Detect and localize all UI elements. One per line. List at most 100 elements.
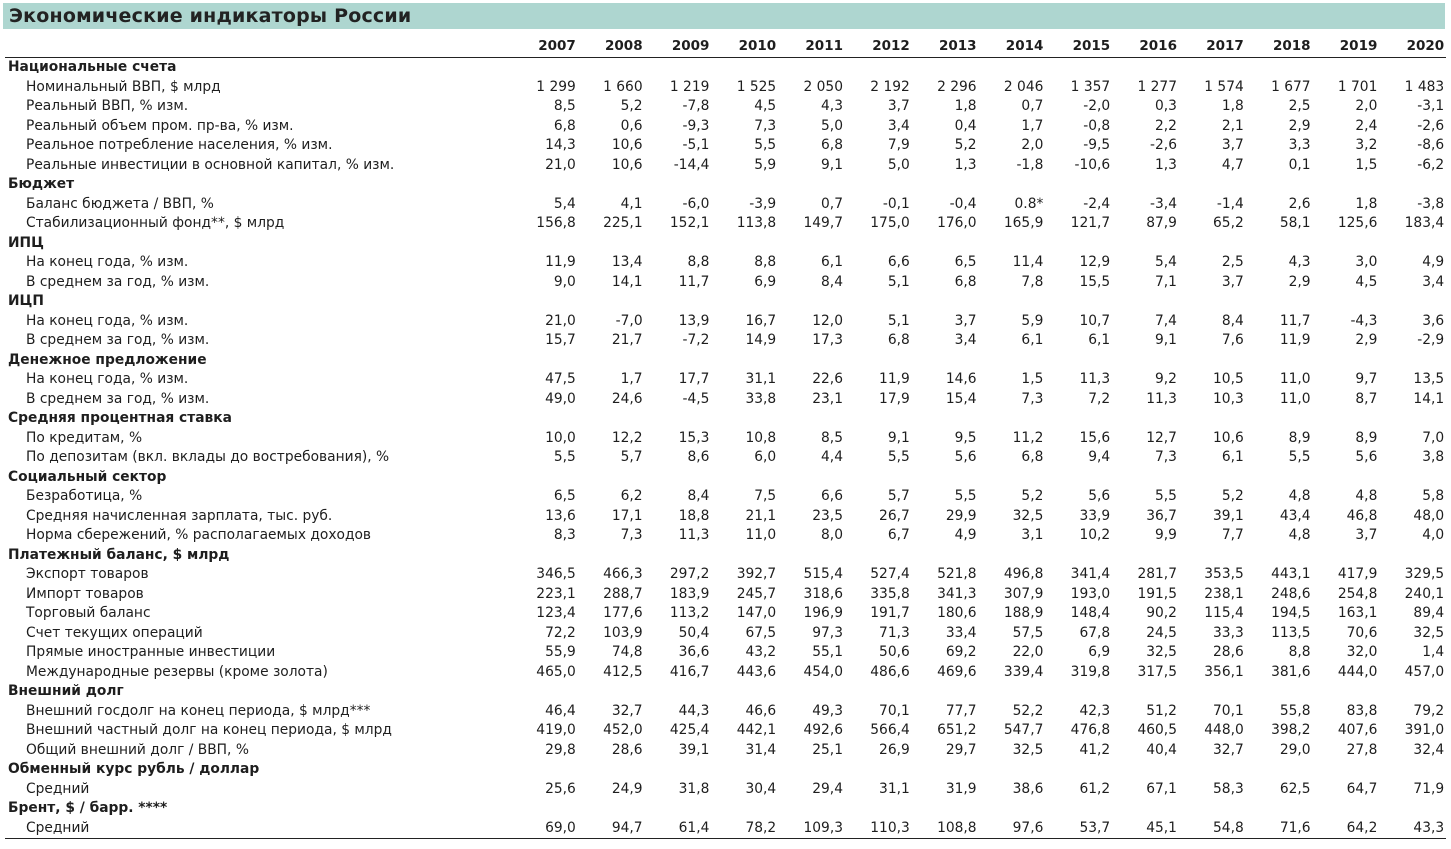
value-cell: 12,9 [1079,254,1111,270]
row-label: Счет текущих операций [26,624,203,641]
table-row: Общий внешний долг / ВВП, % 29,8 28,6 39,1 3… [5,741,1446,761]
value-cell: 32,5 [1413,624,1445,641]
table-row: Реальные инвестиции в основной капитал, … [5,156,1446,176]
value-cell: 17,3 [812,332,843,348]
value-cell: 515,4 [803,566,843,582]
value-cell: 64,7 [1346,780,1378,797]
value-cell: 9,5 [954,429,977,446]
value-cell: 15,7 [545,332,576,348]
value-cell: 10,6 [611,156,643,173]
value-cell: 31,4 [745,741,777,758]
value-cell: 8,3 [553,527,576,543]
value-cell: 61,4 [678,819,710,836]
value-cell: 40,4 [1146,741,1177,758]
value-cell: 5,5 [1288,449,1311,465]
table-row: Средний 69,0 94,7 61,4 78,2 109,3 110,3 108,8 97… [5,819,1447,839]
table-row: Экспорт товаров 346,5 466,3 297,2 392,7 515,4… [5,565,1446,585]
value-cell: 469,6 [937,663,977,680]
value-cell: 8,4 [687,488,710,504]
value-cell: -2,9 [1417,332,1445,348]
value-cell: 32,5 [1012,741,1044,758]
value-cell: 21,0 [545,312,576,329]
value-cell: 4,8 [1355,488,1378,504]
value-cell: 10,8 [745,429,777,446]
value-cell: 9,4 [1088,449,1111,465]
value-cell: 444,0 [1337,663,1378,680]
row-label: Прямые иностранные инвестиции [26,644,276,660]
value-cell: 11,9 [1279,332,1311,348]
value-cell: 188,9 [1003,605,1044,621]
section-header-row: ИПЦ [5,234,1446,254]
value-cell: 14,1 [611,273,643,290]
value-cell: 49,0 [545,390,576,407]
value-cell: 65,2 [1213,215,1244,231]
value-cell: 281,7 [1137,566,1177,582]
value-cell: 9,0 [553,273,576,290]
value-cell: 46,8 [1346,507,1378,524]
value-cell: 33,9 [1079,507,1111,524]
value-cell: 108,8 [937,819,977,836]
value-cell: 7,4 [1155,312,1177,329]
year-header: 2014 [1005,37,1044,54]
value-cell: 254,8 [1337,585,1378,602]
value-cell: 7,3 [754,117,777,134]
value-cell: 78,2 [745,819,777,836]
value-cell: 1,8 [1355,195,1378,212]
value-cell: 23,5 [812,507,843,524]
value-cell: 7,6 [1221,332,1244,348]
value-cell: -1,4 [1216,195,1244,212]
section-header-row: Платежный баланс, $ млрд [5,546,1446,566]
value-cell: 9,1 [821,156,843,173]
value-cell: 425,4 [669,722,710,738]
value-cell: 318,6 [803,585,843,602]
value-cell: -1,8 [1016,156,1044,173]
value-cell: 341,3 [937,585,977,602]
value-cell: -10,6 [1074,156,1111,173]
value-cell: 11,9 [545,254,576,270]
value-cell: -2,6 [1417,117,1445,134]
value-cell: 45,1 [1146,819,1177,836]
value-cell: 11,7 [1279,312,1311,329]
value-cell: 72,2 [545,624,576,641]
value-cell: 8,4 [1221,312,1244,329]
value-cell: 452,0 [603,722,643,738]
value-cell: 1,8 [954,98,977,114]
value-cell: 5,5 [754,137,777,153]
value-cell: 94,7 [611,819,643,836]
value-cell: 492,6 [803,722,843,738]
section-title: Денежное предложение [8,351,207,368]
value-cell: 248,6 [1271,585,1311,602]
value-cell: 115,4 [1204,605,1244,621]
table-row: На конец года, % изм. 21,0 -7,0 13,9 16,7 12,… [5,312,1446,332]
value-cell: 16,7 [745,312,777,329]
value-cell: 223,1 [536,585,576,602]
value-cell: -9,3 [682,117,710,134]
row-label: Средний [26,819,90,836]
value-cell: 2 050 [803,78,843,95]
value-cell: 175,0 [870,215,910,231]
value-cell: 4,9 [954,527,977,543]
value-cell: 3,4 [887,117,910,134]
value-cell: 47,5 [545,371,576,387]
value-cell: 3,4 [954,332,977,348]
value-cell: 32,7 [611,702,643,719]
value-cell: 5,9 [754,156,777,173]
value-cell: 41,2 [1079,741,1111,758]
value-cell: 527,4 [870,566,910,582]
value-cell: 8,5 [553,98,576,114]
value-cell: 31,1 [745,371,777,387]
row-label: На конец года, % изм. [26,312,189,329]
value-cell: 71,6 [1279,819,1311,836]
value-cell: -3,4 [1150,195,1177,212]
value-cell: 341,4 [1070,566,1111,582]
row-label: Реальный ВВП, % изм. [26,98,189,114]
value-cell: 18,8 [678,507,710,524]
value-cell: 11,0 [1279,390,1311,407]
table-row: Реальное потребление населения, % изм. 14… [5,136,1446,156]
value-cell: 5,2 [1221,488,1244,504]
value-cell: 4,9 [1422,254,1445,270]
value-cell: 5,5 [1155,488,1177,504]
value-cell: 83,8 [1346,702,1378,719]
value-cell: 346,5 [536,566,576,582]
value-cell: 70,1 [879,702,910,719]
